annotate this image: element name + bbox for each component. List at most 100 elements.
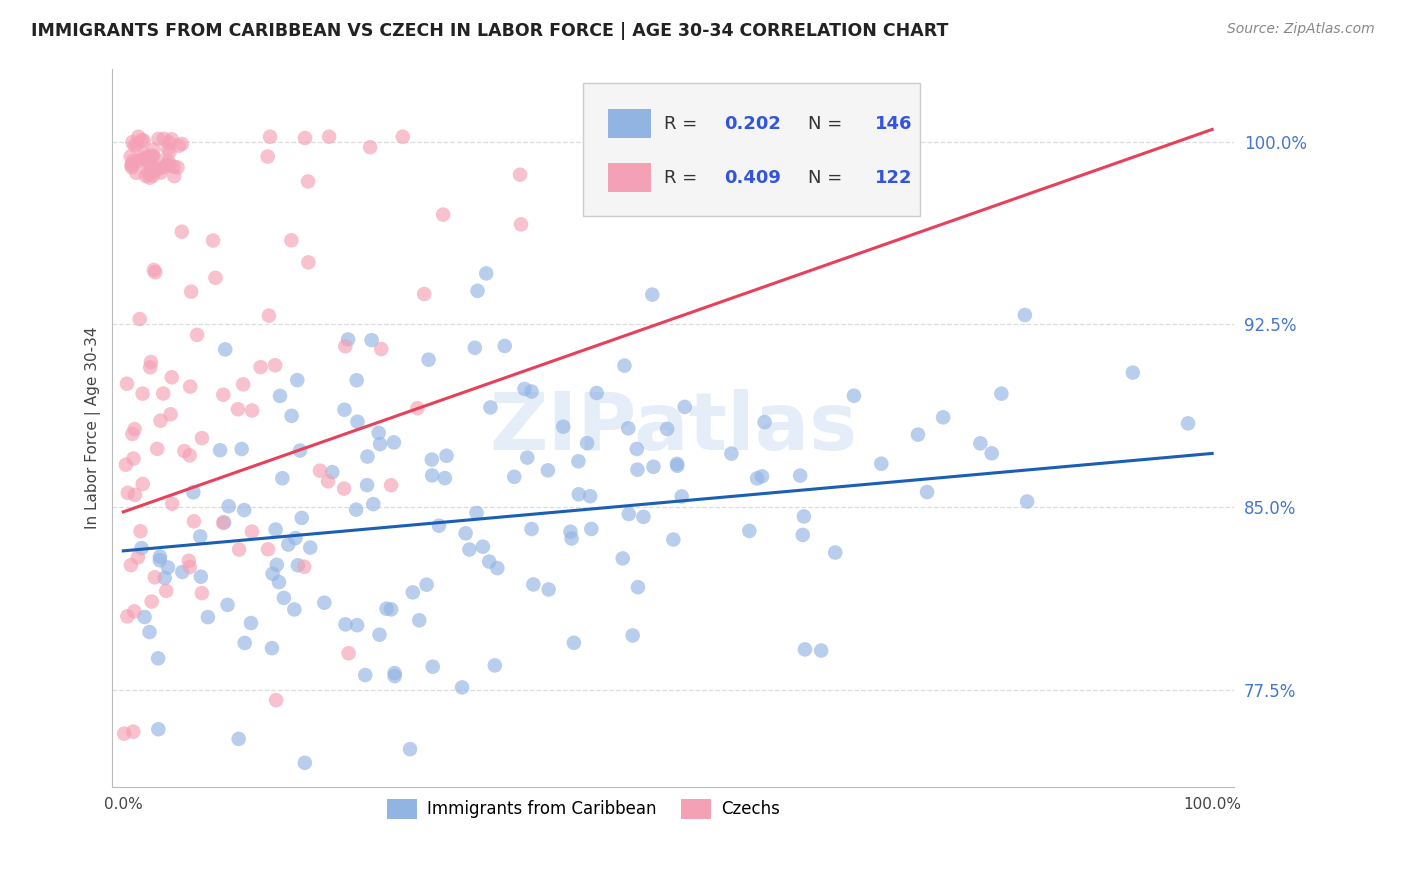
Point xyxy=(142,169,165,183)
Point xyxy=(202,234,225,248)
Point xyxy=(127,550,149,565)
Point xyxy=(127,153,149,168)
Point xyxy=(127,129,149,144)
Point xyxy=(562,636,585,650)
Point xyxy=(641,287,664,301)
Point xyxy=(148,161,170,176)
Point xyxy=(183,485,205,500)
Point xyxy=(240,524,263,539)
Point xyxy=(121,157,143,171)
Point xyxy=(152,161,174,175)
Point xyxy=(655,422,678,436)
Point xyxy=(915,485,938,500)
Point xyxy=(204,270,226,285)
Point xyxy=(280,233,302,247)
Point xyxy=(139,161,162,175)
Point xyxy=(354,668,377,682)
Point xyxy=(626,463,648,477)
Point xyxy=(160,132,183,146)
Point xyxy=(160,497,183,511)
Point xyxy=(738,524,761,538)
Point xyxy=(367,425,389,440)
Point xyxy=(170,225,193,239)
Point xyxy=(585,386,607,401)
Point xyxy=(391,129,413,144)
Point xyxy=(256,149,278,163)
Point xyxy=(467,284,489,298)
Point xyxy=(124,422,146,436)
Point xyxy=(156,560,179,574)
Point xyxy=(408,613,430,627)
Point xyxy=(149,414,172,428)
Point xyxy=(142,150,165,164)
Point xyxy=(257,309,280,323)
Point xyxy=(794,642,817,657)
Point xyxy=(209,443,232,458)
Point xyxy=(134,150,156,164)
Point xyxy=(754,415,776,429)
Point xyxy=(494,339,516,353)
Point xyxy=(368,628,391,642)
Point xyxy=(212,516,235,530)
Point xyxy=(134,153,156,167)
Point xyxy=(240,403,263,417)
Text: 0.202: 0.202 xyxy=(724,115,780,133)
Point xyxy=(120,158,142,172)
Point xyxy=(612,551,634,566)
Point xyxy=(793,509,815,524)
Point xyxy=(141,149,163,163)
Point xyxy=(567,454,589,468)
Point xyxy=(228,542,250,557)
Point xyxy=(115,376,138,391)
Point xyxy=(402,585,425,599)
Point xyxy=(167,138,190,153)
Point xyxy=(153,132,176,146)
Point xyxy=(1017,494,1039,508)
Point xyxy=(432,208,454,222)
Point xyxy=(120,149,142,163)
Point xyxy=(273,591,295,605)
Point xyxy=(139,170,162,185)
Legend: Immigrants from Caribbean, Czechs: Immigrants from Caribbean, Czechs xyxy=(380,792,787,826)
Point xyxy=(138,166,160,180)
Point xyxy=(436,449,458,463)
Point xyxy=(990,386,1012,401)
Point xyxy=(356,478,378,492)
Point xyxy=(418,352,440,367)
Point xyxy=(458,542,481,557)
Point xyxy=(148,132,170,146)
Point xyxy=(406,401,429,416)
Point xyxy=(148,153,170,168)
Point xyxy=(292,559,315,574)
Point xyxy=(264,693,287,707)
Point xyxy=(125,137,148,152)
Point xyxy=(475,266,498,280)
Point xyxy=(824,545,846,559)
Point xyxy=(214,343,236,357)
Point xyxy=(162,160,184,174)
Point xyxy=(382,435,405,450)
Point xyxy=(218,500,240,514)
Point xyxy=(420,452,443,467)
Point xyxy=(870,457,893,471)
Point xyxy=(333,402,356,417)
Point xyxy=(228,731,250,746)
Point xyxy=(751,469,773,483)
Point xyxy=(280,409,302,423)
Point xyxy=(266,558,288,572)
Point xyxy=(143,570,166,584)
Point xyxy=(294,131,316,145)
Point xyxy=(297,255,319,269)
Point xyxy=(190,570,212,584)
Point xyxy=(132,134,155,148)
Point xyxy=(346,415,368,429)
Point xyxy=(157,136,180,150)
Point xyxy=(259,129,281,144)
Point xyxy=(666,458,689,473)
Point xyxy=(510,218,533,232)
Point xyxy=(148,723,170,737)
Point xyxy=(271,471,294,485)
Point xyxy=(333,482,356,496)
Point xyxy=(789,468,811,483)
Point xyxy=(131,541,153,556)
